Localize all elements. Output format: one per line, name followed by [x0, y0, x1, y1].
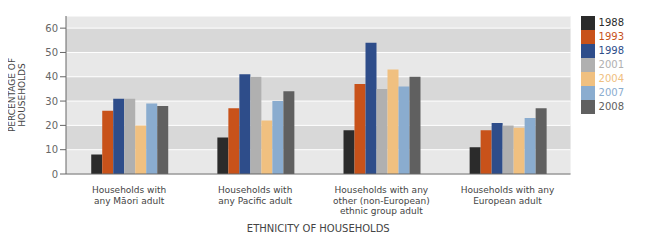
html-text:2004: 2004: [598, 73, 624, 84]
html-text:2008: 2008: [598, 101, 624, 112]
svg-text:30: 30: [45, 96, 58, 107]
svg-text:60: 60: [45, 23, 58, 34]
svg-text:Households with anyother (non-: Households with anyother (non-European)e…: [333, 185, 430, 216]
svg-text:50: 50: [45, 47, 58, 58]
svg-text:Households with anyEuropean ad: Households with anyEuropean adult: [461, 185, 555, 205]
svg-text:Households withany Pacific adu: Households withany Pacific adult: [218, 185, 293, 205]
svg-text:ETHNICITY OF HOUSEHOLDS: ETHNICITY OF HOUSEHOLDS: [247, 223, 390, 234]
html-text:1998: 1998: [598, 45, 624, 56]
svg-text:Households withany Māori adult: Households withany Māori adult: [92, 185, 166, 205]
svg-text:10: 10: [45, 144, 58, 155]
svg-text:40: 40: [45, 71, 58, 82]
svg-text:20: 20: [45, 120, 58, 131]
html-text:1988: 1988: [598, 17, 624, 28]
svg-text:0: 0: [52, 169, 58, 180]
html-text:1993: 1993: [598, 31, 624, 42]
svg-text:PERCENTAGE OFHOUSEHOLDS: PERCENTAGE OFHOUSEHOLDS: [8, 58, 27, 132]
html-text:2007: 2007: [598, 87, 624, 98]
html-text:2001: 2001: [598, 59, 624, 70]
